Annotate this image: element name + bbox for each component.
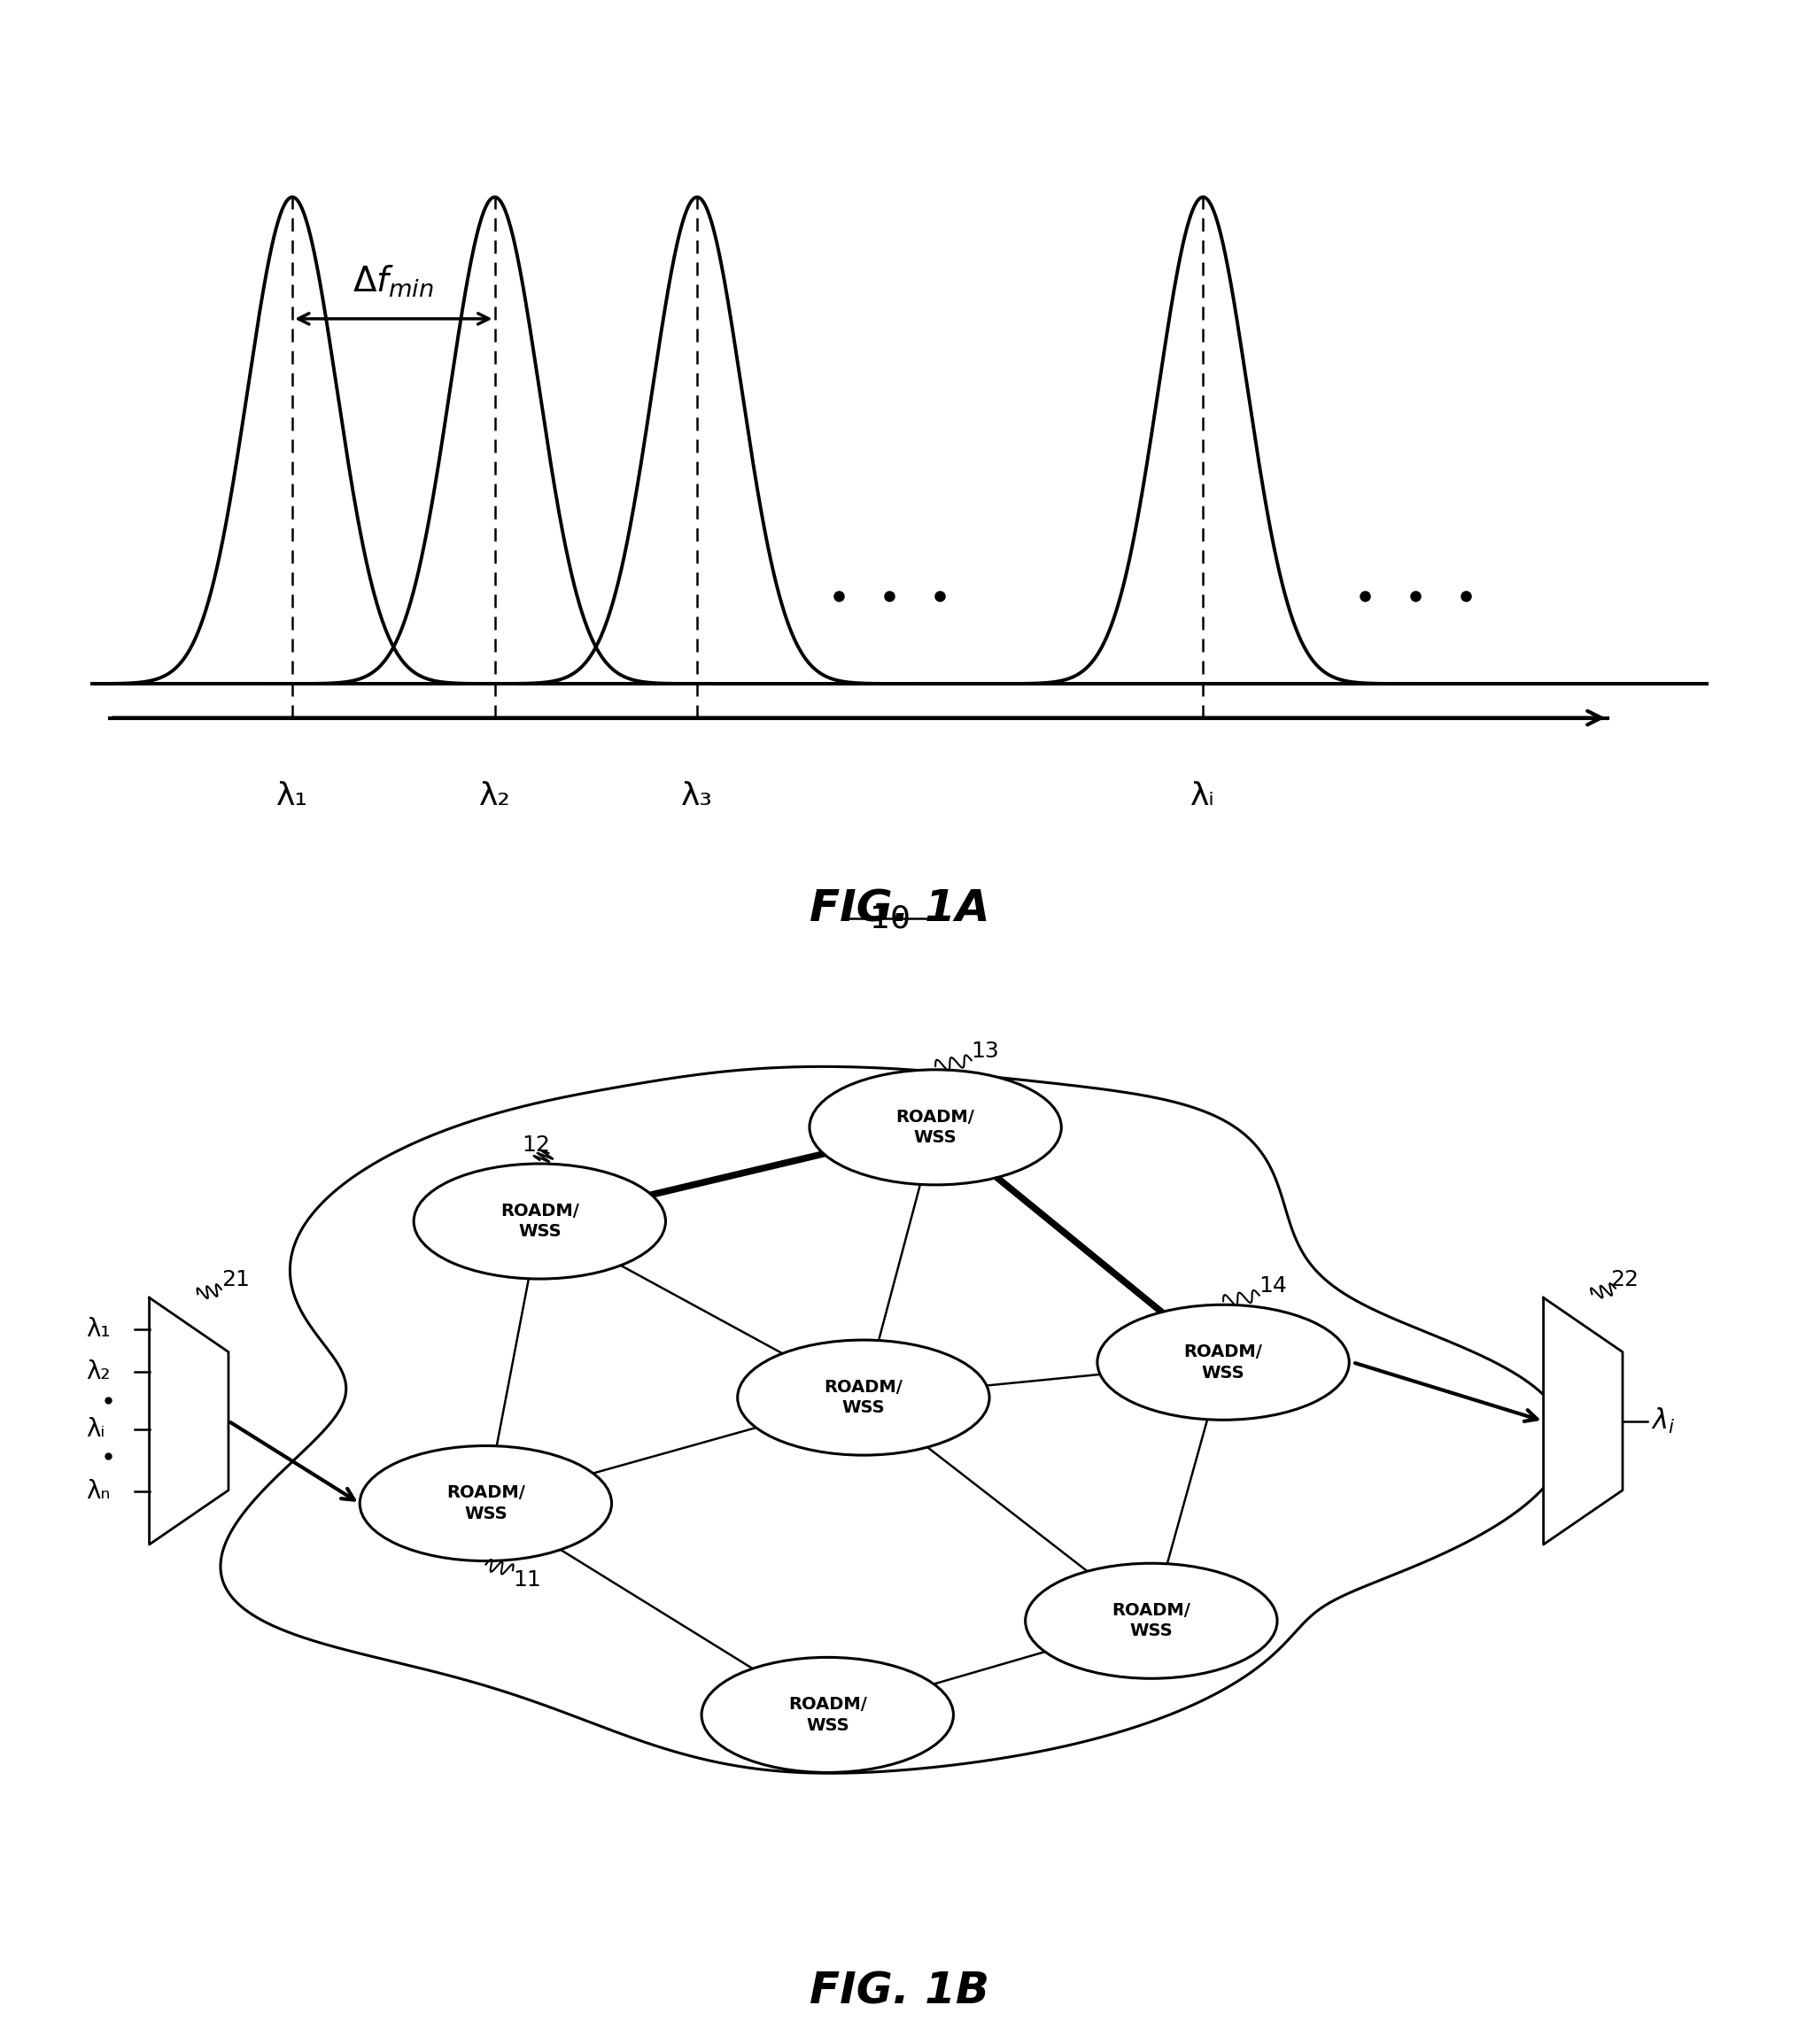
Text: λₙ: λₙ (86, 1480, 111, 1504)
Text: ROADM/
WSS: ROADM/ WSS (500, 1202, 579, 1241)
Polygon shape (221, 1067, 1566, 1774)
Text: 10: 10 (870, 903, 910, 934)
Ellipse shape (1025, 1564, 1277, 1678)
Ellipse shape (360, 1445, 611, 1562)
Text: 12: 12 (521, 1134, 550, 1155)
Ellipse shape (414, 1163, 665, 1280)
Text: 21: 21 (221, 1269, 250, 1290)
Text: 22: 22 (1609, 1269, 1638, 1290)
Text: 11: 11 (512, 1570, 541, 1590)
Text: ROADM/
WSS: ROADM/ WSS (446, 1484, 525, 1523)
Text: $\lambda_i$: $\lambda_i$ (1651, 1406, 1674, 1435)
Text: ROADM/
WSS: ROADM/ WSS (788, 1697, 867, 1733)
Text: ROADM/
WSS: ROADM/ WSS (895, 1108, 975, 1147)
Text: FIG. 1B: FIG. 1B (809, 1970, 989, 2013)
Ellipse shape (809, 1069, 1061, 1186)
Text: FIG. 1A: FIG. 1A (809, 889, 989, 930)
Text: λᵢ: λᵢ (86, 1416, 106, 1441)
Text: 13: 13 (971, 1040, 1000, 1061)
Text: 14: 14 (1259, 1275, 1287, 1296)
Ellipse shape (701, 1658, 953, 1772)
Ellipse shape (737, 1341, 989, 1455)
Polygon shape (1543, 1298, 1622, 1545)
Ellipse shape (1097, 1304, 1348, 1421)
Polygon shape (149, 1298, 228, 1545)
Text: ROADM/
WSS: ROADM/ WSS (1183, 1343, 1262, 1382)
Text: λ₃: λ₃ (681, 781, 712, 811)
Text: λ₁: λ₁ (277, 781, 307, 811)
Text: ROADM/
WSS: ROADM/ WSS (1111, 1602, 1190, 1639)
Text: ROADM/
WSS: ROADM/ WSS (823, 1380, 903, 1416)
Text: λ₁: λ₁ (86, 1316, 111, 1341)
Text: λ₂: λ₂ (478, 781, 511, 811)
Text: λ₂: λ₂ (86, 1359, 111, 1384)
Text: $\Delta f_{min}$: $\Delta f_{min}$ (352, 264, 433, 298)
Text: λᵢ: λᵢ (1190, 781, 1215, 811)
